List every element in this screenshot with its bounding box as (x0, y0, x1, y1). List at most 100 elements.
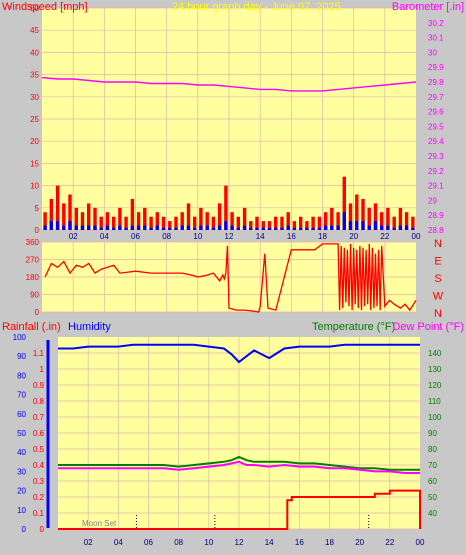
windspeed-tick: 45 (30, 26, 39, 35)
windspeed-bar (392, 216, 396, 230)
wind-avg-bar (174, 227, 178, 230)
wind-avg-bar (180, 225, 184, 230)
wind-avg-bar (380, 225, 384, 230)
rainfall-tick: 0 (40, 525, 45, 534)
x-tick: 20 (355, 538, 364, 547)
windspeed-bar (311, 216, 315, 230)
x-tick: 14 (265, 538, 274, 547)
temperature-tick: 80 (428, 445, 437, 454)
windspeed-bar (105, 212, 110, 230)
windspeed-bar (330, 207, 334, 230)
windspeed-bar (367, 207, 371, 230)
wind-avg-bar (211, 227, 216, 230)
wind-avg-bar (93, 225, 97, 230)
barometer-tick: 29.1 (428, 182, 444, 191)
wind-avg-bar (330, 225, 334, 230)
wind-avg-bar (105, 225, 110, 230)
rainfall-tick: 0.8 (33, 397, 45, 406)
wind-avg-bar (217, 225, 222, 230)
windspeed-bar (55, 185, 60, 230)
barometer-tick: 29.3 (428, 152, 444, 161)
wind-avg-bar (124, 227, 128, 230)
humidity-tick: 30 (17, 467, 26, 476)
wind-avg-bar (373, 221, 378, 230)
wind-avg-bar (62, 225, 66, 230)
wind-avg-bar (155, 225, 159, 230)
windspeed-bar (43, 212, 47, 230)
x-tick: 20 (349, 232, 358, 241)
windspeed-bar (68, 194, 72, 230)
direction-tick: 0 (35, 308, 40, 317)
temperature-tick: 90 (428, 429, 437, 438)
barometer-tick: 28.9 (428, 211, 444, 220)
wind-avg-bar (87, 225, 91, 230)
wind-avg-bar (143, 225, 147, 230)
x-tick: 04 (114, 538, 123, 547)
rainfall-tick: 0.7 (33, 413, 45, 422)
windspeed-tick: 10 (30, 182, 39, 191)
windspeed-bar (261, 221, 265, 230)
rainfall-tick: 0.2 (33, 493, 45, 502)
wind-direction-grid (42, 241, 416, 313)
windspeed-tick: 40 (30, 48, 39, 57)
windspeed-bar (74, 207, 78, 230)
wind-avg-bar (249, 227, 253, 230)
wind-direction-line (44, 243, 417, 313)
rainfall-axis-ticks: 0 0.1 0.2 0.3 0.4 0.5 0.6 0.7 0.8 0.9 1 1.1 (33, 349, 45, 534)
x-tick: 16 (287, 232, 296, 241)
x-tick: 00 (412, 232, 421, 241)
wind-avg-bar (112, 227, 116, 230)
compass-tick: N (434, 238, 442, 250)
windspeed-bar (342, 176, 346, 230)
wind-avg-bar (367, 225, 371, 230)
windspeed-tick: 20 (30, 137, 39, 146)
windspeed-bar (274, 216, 278, 230)
x-tick: 18 (325, 538, 334, 547)
windspeed-tick: 35 (30, 71, 39, 80)
barometer-tick: 30.1 (428, 34, 444, 43)
x-tick: 08 (174, 538, 183, 547)
windspeed-bar (193, 216, 197, 230)
windspeed-bar (155, 212, 159, 230)
x-tick: 08 (162, 232, 171, 241)
wind-avg-bar (186, 225, 191, 230)
windspeed-bar (230, 212, 234, 230)
compass-tick: W (433, 291, 444, 303)
barometer-axis-ticks: 28.8 28.9 29 29.1 29.2 29.3 29.4 29.5 29.6 29.7 29… (428, 19, 444, 235)
wind-avg-bar (261, 227, 265, 230)
rainfall-axis-label: Rainfall (.in) (2, 321, 61, 333)
moon-set-label: Moon Set (82, 519, 117, 528)
temperature-tick: 50 (428, 493, 437, 502)
wind-avg-bar (68, 221, 72, 230)
temperature-tick: 120 (428, 381, 442, 390)
humidity-tick: 80 (17, 371, 26, 380)
compass-tick: N (434, 308, 442, 320)
windspeed-bar (249, 221, 253, 230)
temperature-line (58, 455, 420, 471)
wind-avg-bar (55, 221, 60, 230)
x-tick: 16 (295, 538, 304, 547)
windspeed-tick: 5 (35, 204, 40, 213)
windspeed-bar (224, 185, 228, 230)
wind-avg-bar (286, 225, 290, 230)
x-tick: 10 (193, 232, 202, 241)
barometer-tick: 29 (428, 196, 437, 205)
windspeed-bar (186, 203, 191, 230)
wind-avg-bar (280, 227, 284, 230)
wind-baro-grid (42, 7, 416, 231)
x-tick: 14 (256, 232, 265, 241)
wind-avg-bar (149, 227, 153, 230)
windspeed-bar (373, 203, 378, 230)
wind-avg-bar (118, 225, 122, 230)
humidity-tick: 50 (17, 429, 26, 438)
windspeed-bar (305, 221, 309, 230)
wind-avg-bar (43, 225, 47, 230)
windspeed-axis-ticks: 0 5 10 15 20 25 30 35 40 45 50 (30, 4, 39, 235)
dew-point-axis-label: Dew Point (°F) (392, 321, 464, 333)
windspeed-bar (199, 207, 203, 230)
windspeed-bar (124, 216, 128, 230)
wind-avg-bar (398, 225, 403, 230)
windspeed-tick: 50 (30, 4, 39, 13)
